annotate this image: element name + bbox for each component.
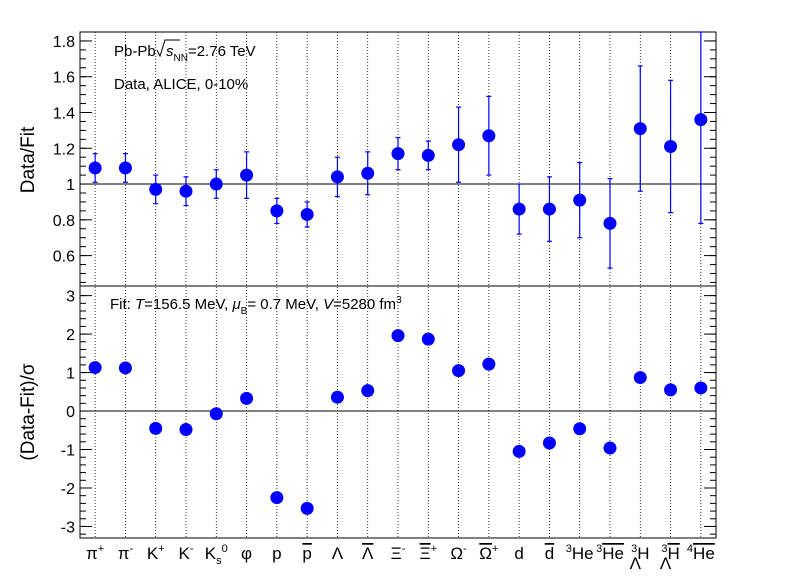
data-point [694,113,708,127]
bottom-panel-frame [79,285,717,539]
y-tick-label: 1.4 [53,105,75,122]
data-point [88,161,102,175]
y-tick-label: 0.6 [53,249,75,266]
bottom-data-points [88,329,708,515]
category-label: K- [178,543,193,563]
data-point [421,148,435,162]
data-point [391,147,405,161]
sqrt-symbol [156,39,180,58]
data-point [179,184,193,198]
category-label: p [302,544,311,563]
data-point [149,182,163,196]
residual-point [361,384,375,398]
data-point [512,202,526,216]
category-label: π+ [86,543,104,563]
residual-point [118,361,132,375]
y-tick-label: 1 [66,366,75,383]
data-point [270,204,284,218]
lambda-subscript: Λ [660,554,672,573]
residual-point [179,423,193,437]
y-tick-label: 3 [66,289,75,306]
category-label: 3He [566,543,594,563]
residual-point [664,383,678,397]
category-label: 3H [661,543,679,563]
residual-point [88,361,102,375]
data-point [300,207,314,221]
data-point [209,177,223,191]
top-y-axis-title: Data/Fit [18,126,39,193]
data-point [240,168,254,182]
category-label: Ξ+ [420,543,438,563]
data-point [573,193,587,207]
residual-point [512,444,526,458]
data-point [664,139,678,153]
fit-parameters-annotation: Fit: T=156.5 MeV, μB= 0.7 MeV, V=5280 fm… [110,295,402,317]
lambda-subscript: Λ [630,554,642,573]
residual-point [240,391,254,405]
y-tick-label: 2 [66,327,75,344]
residual-point [300,501,314,515]
y-tick-label: -2 [61,481,75,498]
category-label: 4He [687,543,715,563]
residual-point [421,332,435,346]
data-point [633,122,647,136]
y-tick-label: 1.8 [53,34,75,51]
category-label: Λ [332,544,344,563]
residual-point [573,422,587,436]
top-data-points [88,113,708,230]
data-point [361,166,375,180]
category-label: π- [118,543,134,563]
y-tick-label: 0 [66,404,75,421]
data-source-annotation: Data, ALICE, 0-10% [114,76,248,93]
residual-point [452,364,466,378]
category-label: Ω+ [479,543,498,563]
residual-point [542,436,556,450]
category-label: φ [241,544,252,563]
energy-label: sNN=2.76 TeV [166,43,256,64]
category-label: Ω- [450,543,467,563]
residual-point [330,390,344,404]
data-point [330,170,344,184]
residual-point [270,491,284,505]
y-tick-label: 0.8 [53,213,75,230]
category-label: K+ [147,543,165,563]
residual-point [209,407,223,421]
category-label: d [514,544,523,563]
y-tick-label: 1 [66,177,75,194]
y-tick-label: -3 [61,519,75,536]
y-tick-label: 1.6 [53,70,75,87]
category-label: d [545,544,554,563]
residual-point [633,371,647,385]
y-tick-label: -1 [61,443,75,460]
data-point [118,161,132,175]
data-point [603,216,617,230]
bottom-y-axis: -3 -2 -1 0 1 2 3 [61,289,716,536]
category-label: Ks0 [205,543,228,567]
category-label: p [272,544,281,563]
residual-point [391,329,405,343]
category-label: Ξ- [391,543,406,563]
bottom-y-axis-title: (Data-Fit)/σ [18,363,39,461]
data-point [452,138,466,152]
collision-system-label: Pb-Pb [114,43,156,60]
data-point [542,202,556,216]
category-grid-lines [94,32,702,538]
category-label: 3He [596,543,624,563]
residual-point [149,421,163,435]
residual-point [603,441,617,455]
collision-system-annotation: Pb-Pb sNN=2.76 TeV [114,39,256,64]
residual-point [482,357,496,371]
category-labels: π+ π- K+ K- Ks0 φ p p Λ Λ Ξ- Ξ+ Ω- Ω+ d d 3He 3He 3HΛ3HΛ4H… [86,543,715,573]
top-y-axis: 0.6 0.8 1 1.2 1.4 1.6 1.8 [53,34,716,283]
category-label: Λ [362,544,374,563]
category-label: 3H [631,543,649,563]
data-point [482,129,496,143]
residual-point [694,381,708,395]
y-tick-label: 1.2 [53,141,75,158]
